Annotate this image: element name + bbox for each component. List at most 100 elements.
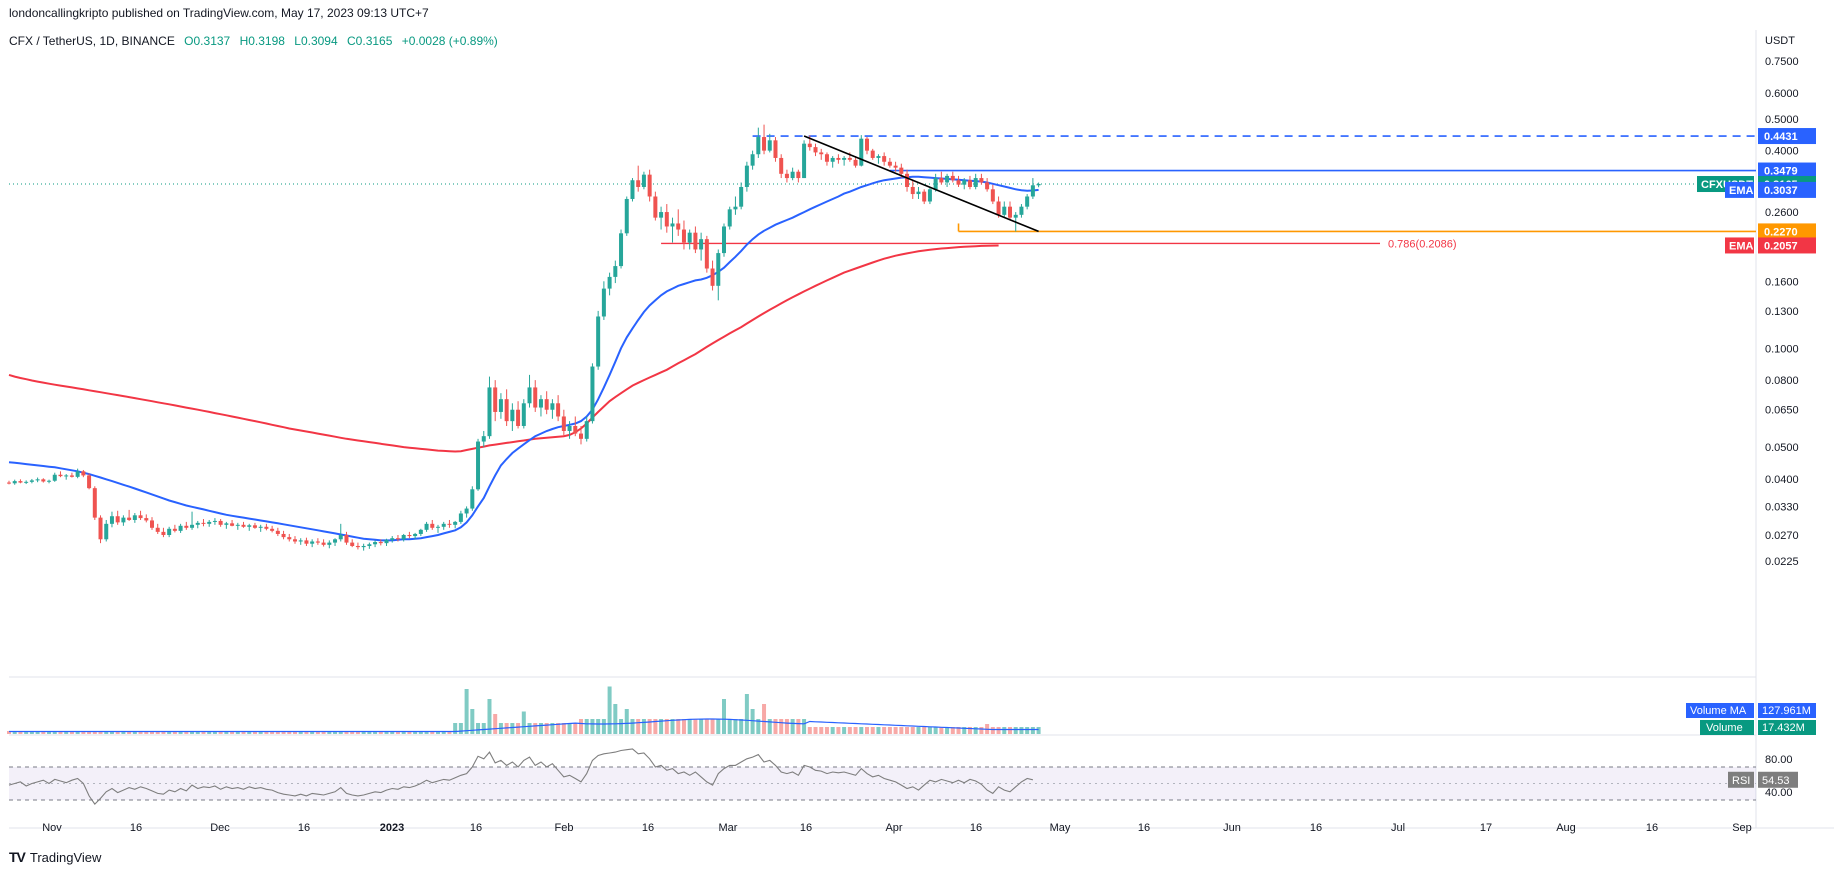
candle-body	[533, 387, 538, 408]
candle-body	[704, 239, 709, 269]
candle-body	[1036, 184, 1041, 186]
candle-body	[933, 178, 938, 190]
candle-body	[836, 157, 841, 160]
ema-slow-line	[8, 244, 999, 453]
volume-bar	[230, 731, 235, 734]
price-label-box	[1758, 128, 1816, 145]
volume-bar	[304, 731, 309, 734]
candle-body	[384, 539, 389, 544]
volume-bar	[619, 719, 624, 734]
volume-bar	[384, 731, 389, 734]
candle-body	[870, 150, 875, 158]
price-label-tag	[1725, 237, 1754, 254]
volume-bar	[579, 719, 583, 734]
volume-bar	[264, 731, 269, 734]
volume-bar	[390, 731, 395, 734]
volume-bar	[716, 719, 721, 734]
volume-bar	[190, 731, 195, 734]
candle-body	[132, 515, 137, 520]
volume-bar	[865, 727, 869, 734]
volume-bar	[607, 686, 612, 734]
volume-bar	[121, 731, 126, 734]
volume-bar	[109, 731, 114, 734]
volume-box	[1758, 720, 1816, 735]
volume-bar	[470, 709, 475, 734]
volume-bar	[287, 731, 292, 734]
candle-body	[252, 525, 257, 528]
fib-level-label: 0.786(0.2086)	[1388, 238, 1457, 250]
volume-bar	[35, 731, 40, 734]
volume-bar	[58, 731, 63, 734]
candle-body	[235, 524, 240, 526]
candle-body	[436, 526, 440, 528]
symbol-label[interactable]: CFX / TetherUS, 1D, BINANCE	[9, 34, 175, 48]
time-axis-tick: 16	[970, 822, 982, 834]
volume-bar	[235, 731, 240, 734]
candle-body	[367, 544, 372, 546]
volume-bar	[659, 719, 664, 734]
volume-bar	[127, 731, 132, 734]
volume-bar	[344, 731, 349, 734]
candle-body	[92, 488, 97, 518]
volume-bar	[418, 731, 423, 734]
candle-body	[321, 542, 326, 545]
price-axis-tick: 0.0270	[1765, 530, 1799, 542]
time-axis-tick: 2023	[380, 822, 404, 834]
price-axis-tick: 0.5000	[1765, 114, 1799, 126]
candle-body	[905, 173, 910, 187]
volume-bar	[270, 731, 275, 734]
candle-body	[882, 156, 887, 162]
rsi-axis-tick: 40.00	[1765, 787, 1793, 799]
candle-body	[876, 156, 881, 158]
volume-bar	[613, 704, 618, 734]
candle-body	[681, 229, 686, 243]
candle-body	[87, 475, 92, 489]
candle-body	[607, 276, 612, 289]
price-chart[interactable]: USDT 0.7500 0.6000 0.5000 0.4000 0.2600 0.1600…	[0, 0, 1834, 850]
volume-bar	[990, 727, 995, 734]
time-axis-tick: 16	[470, 822, 482, 834]
time-axis-tick: Aug	[1556, 822, 1576, 834]
price-axis-tick: 0.1300	[1765, 306, 1799, 318]
time-axis-tick: Jun	[1223, 822, 1241, 834]
price-axis-tick: 0.0400	[1765, 474, 1799, 486]
candle-body	[985, 182, 990, 190]
candle-body	[636, 180, 641, 187]
volume-bar	[1013, 727, 1018, 734]
volume-bar	[310, 731, 315, 734]
volume-bar	[767, 719, 772, 734]
volume-bar	[836, 727, 841, 734]
candle-body	[212, 520, 217, 522]
candle-body	[556, 403, 561, 417]
candle-body	[510, 409, 515, 422]
candle-body	[727, 209, 732, 227]
volume-bar	[876, 727, 881, 734]
volume-bar	[430, 731, 435, 734]
candle-body	[996, 201, 1001, 215]
candle-body	[945, 175, 950, 183]
candle-body	[927, 189, 932, 202]
volume-bar	[458, 723, 463, 734]
candle-body	[127, 517, 132, 520]
volume-bar	[779, 719, 784, 734]
price-label-name: EMA	[1729, 185, 1754, 197]
volume-bar	[327, 731, 332, 734]
candle-body	[619, 233, 624, 267]
candle-body	[75, 471, 80, 477]
candle-body	[527, 387, 532, 404]
candle-body	[544, 399, 549, 410]
volume-bar	[224, 731, 229, 734]
volume-bar	[842, 727, 847, 734]
candle-body	[184, 525, 189, 528]
price-label-name: EMA	[1729, 240, 1754, 252]
time-axis-tick: Feb	[555, 822, 574, 834]
candle-body	[550, 403, 555, 410]
publisher-line: londoncallingkripto published on Trading…	[9, 6, 429, 20]
candle-body	[275, 530, 280, 534]
candle-body	[584, 421, 589, 439]
candle-body	[172, 528, 177, 531]
candle-body	[218, 520, 223, 525]
candle-body	[956, 180, 961, 185]
volume-bar	[355, 731, 360, 734]
volume-bar	[367, 731, 372, 734]
